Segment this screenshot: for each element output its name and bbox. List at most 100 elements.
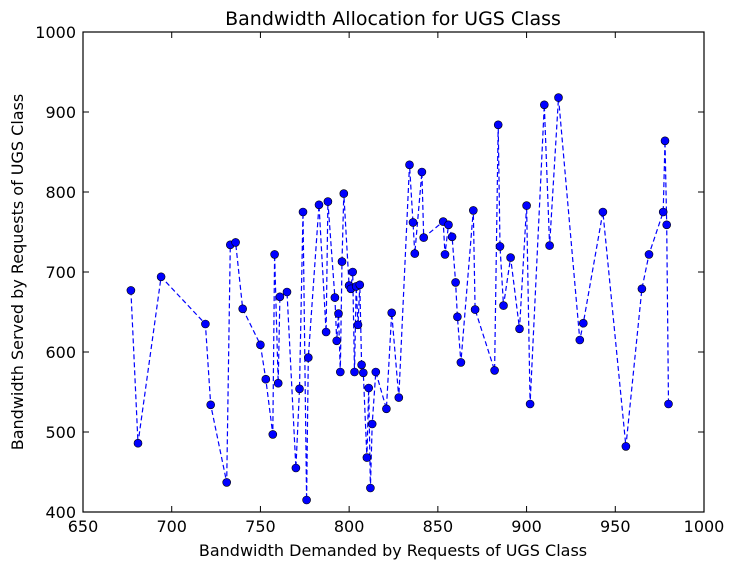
x-tick-label: 750 <box>245 517 276 536</box>
data-point <box>470 305 480 314</box>
plot-frame <box>82 31 705 513</box>
data-point <box>575 335 585 345</box>
data-point <box>314 200 324 210</box>
data-point <box>201 319 210 329</box>
data-point <box>268 430 278 439</box>
data-point <box>357 360 366 370</box>
data-point <box>664 399 673 409</box>
data-point <box>578 318 588 328</box>
y-tick-label: 900 <box>45 103 76 122</box>
data-point <box>598 207 608 217</box>
data-point <box>495 242 505 251</box>
data-point <box>355 280 365 290</box>
data-point <box>493 120 503 130</box>
data-point <box>394 393 404 402</box>
x-tick-label: 900 <box>511 517 542 536</box>
series-layer <box>126 93 673 505</box>
data-point <box>539 100 549 110</box>
data-point <box>447 232 457 242</box>
data-point <box>522 201 531 210</box>
data-point <box>231 238 240 247</box>
data-point <box>337 257 347 266</box>
data-point <box>358 368 368 378</box>
data-point <box>515 324 524 334</box>
data-point <box>353 320 363 330</box>
data-point <box>282 287 292 297</box>
data-point <box>451 278 460 287</box>
data-point <box>295 384 304 394</box>
axes-layer: 650 700 750 800 850 900 950 1000 400 500 600 700 800… <box>35 23 724 536</box>
x-axis-label: Bandwidth Demanded by Requests of UGS Cl… <box>199 541 587 560</box>
data-point <box>156 272 166 282</box>
data-point <box>348 267 358 277</box>
data-point <box>126 286 136 295</box>
data-point <box>222 478 231 487</box>
data-point <box>644 250 654 259</box>
x-tick-label: 800 <box>334 517 365 536</box>
data-point <box>261 374 271 384</box>
data-point <box>350 367 359 377</box>
data-point <box>499 301 508 310</box>
data-point <box>364 383 374 393</box>
data-point <box>339 189 349 198</box>
data-point <box>382 404 391 414</box>
data-point <box>387 308 397 318</box>
data-point <box>417 167 427 177</box>
data-point <box>330 293 340 302</box>
data-point <box>660 136 670 146</box>
x-tick-label: 1000 <box>684 517 725 536</box>
y-tick-label: 1000 <box>35 23 76 42</box>
data-point <box>302 495 311 505</box>
data-point <box>637 284 647 294</box>
data-point <box>273 378 283 388</box>
data-point <box>506 253 515 262</box>
data-point <box>298 207 308 217</box>
y-axis-label: Bandwidth Served by Requests of UGS Clas… <box>8 94 27 450</box>
data-point <box>362 453 372 462</box>
y-tick-label: 500 <box>45 423 76 442</box>
data-point <box>554 93 563 102</box>
data-point <box>275 292 285 302</box>
data-point <box>658 207 668 217</box>
x-tick-label: 850 <box>423 517 454 536</box>
data-point <box>332 336 342 346</box>
data-point <box>366 483 375 493</box>
data-point <box>270 250 279 259</box>
data-point <box>238 304 247 314</box>
data-point <box>440 250 450 259</box>
data-point <box>133 438 143 448</box>
y-tick-label: 800 <box>45 183 76 202</box>
data-point <box>468 206 478 215</box>
data-point <box>367 419 377 429</box>
data-point <box>453 312 462 322</box>
data-point <box>321 327 331 337</box>
data-point <box>334 309 343 318</box>
data-point <box>303 353 313 362</box>
x-tick-label: 650 <box>68 517 99 536</box>
data-point <box>256 340 265 350</box>
x-tick-label: 700 <box>156 517 187 536</box>
x-tick-label: 950 <box>600 517 631 536</box>
data-point <box>335 367 345 377</box>
data-point <box>371 367 381 377</box>
data-point <box>206 400 215 410</box>
data-point <box>323 197 333 206</box>
chart-title: Bandwidth Allocation for UGS Class <box>225 8 561 30</box>
data-point <box>490 366 499 375</box>
y-tick-label: 400 <box>45 503 76 522</box>
data-point <box>410 249 420 258</box>
data-point <box>405 160 414 170</box>
data-point <box>525 399 535 409</box>
data-point <box>662 220 672 230</box>
data-point <box>456 358 466 367</box>
data-point <box>291 463 301 473</box>
y-tick-label: 600 <box>45 343 76 362</box>
data-point <box>444 220 453 230</box>
data-point <box>408 218 418 227</box>
y-tick-label: 700 <box>45 263 76 282</box>
data-point <box>545 241 554 250</box>
data-point <box>419 233 429 242</box>
series-line <box>130 97 670 501</box>
data-point <box>621 442 631 451</box>
